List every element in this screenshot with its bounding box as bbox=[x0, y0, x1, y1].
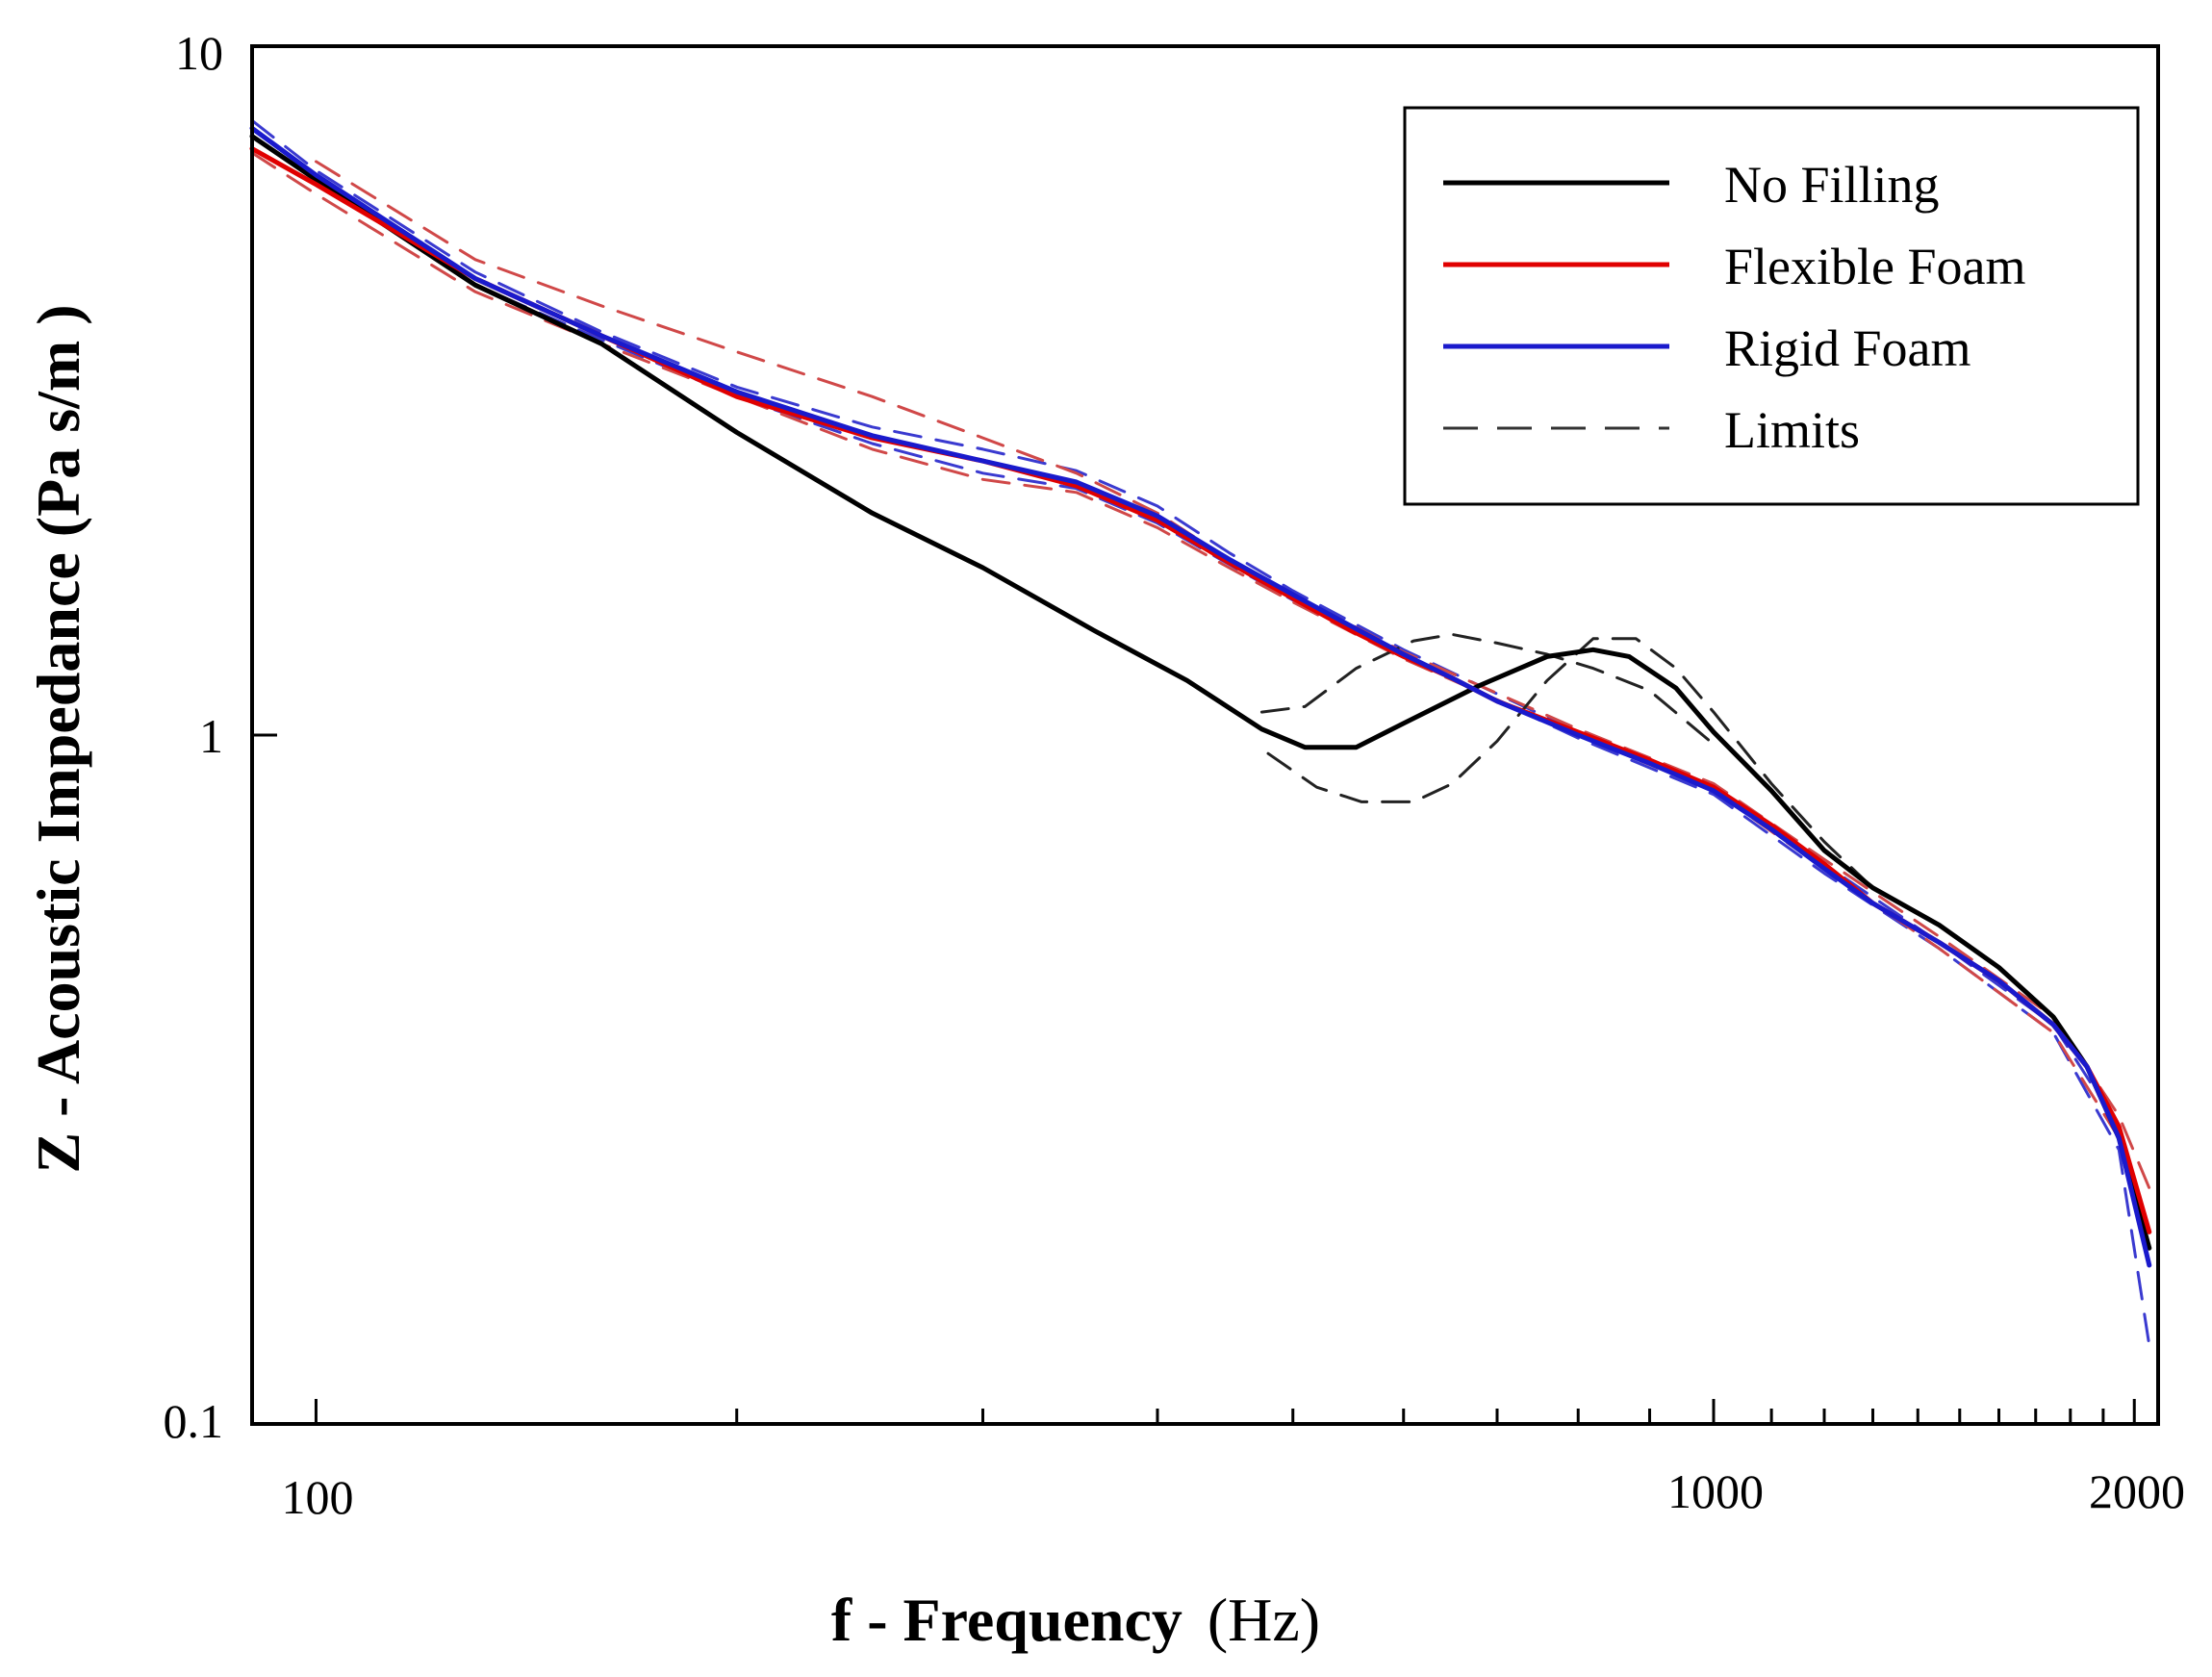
series-no-filling-upper-limit bbox=[1259, 632, 1716, 746]
legend-label-limits: Limits bbox=[1724, 401, 1860, 459]
x-axis-unit: (Hz) bbox=[1208, 1586, 1320, 1654]
legend-label-rigid-foam: Rigid Foam bbox=[1724, 319, 1971, 377]
y-axis-title: Z - Acoustic Impedance (Pa s/m ) bbox=[24, 304, 92, 1173]
y-tick-label-10: 10 bbox=[175, 26, 223, 80]
x-tick-label-100: 100 bbox=[282, 1470, 354, 1524]
tick-layer bbox=[252, 44, 2136, 1426]
series-no-filling bbox=[249, 134, 2152, 1251]
x-tick-label-2000: 2000 bbox=[2089, 1464, 2185, 1518]
legend: No Filling Flexible Foam Rigid Foam Limi… bbox=[1403, 106, 2140, 506]
x-axis-title-text: f - Frequency bbox=[831, 1586, 1182, 1654]
legend-label-flexible-foam: Flexible Foam bbox=[1724, 238, 2025, 295]
legend-box bbox=[1403, 106, 2140, 506]
x-tick-label-1000: 1000 bbox=[1667, 1464, 1764, 1518]
series-rigid-foam bbox=[249, 125, 2152, 1268]
y-tick-label-1: 1 bbox=[199, 709, 223, 763]
series-rigid-foam-upper-limit bbox=[250, 118, 2151, 1250]
series-layer bbox=[249, 118, 2152, 1347]
x-axis-title: f - Frequency (Hz) bbox=[831, 1586, 1320, 1654]
y-tick-label-0-1: 0.1 bbox=[164, 1394, 224, 1448]
legend-label-no-filling: No Filling bbox=[1724, 156, 1940, 214]
